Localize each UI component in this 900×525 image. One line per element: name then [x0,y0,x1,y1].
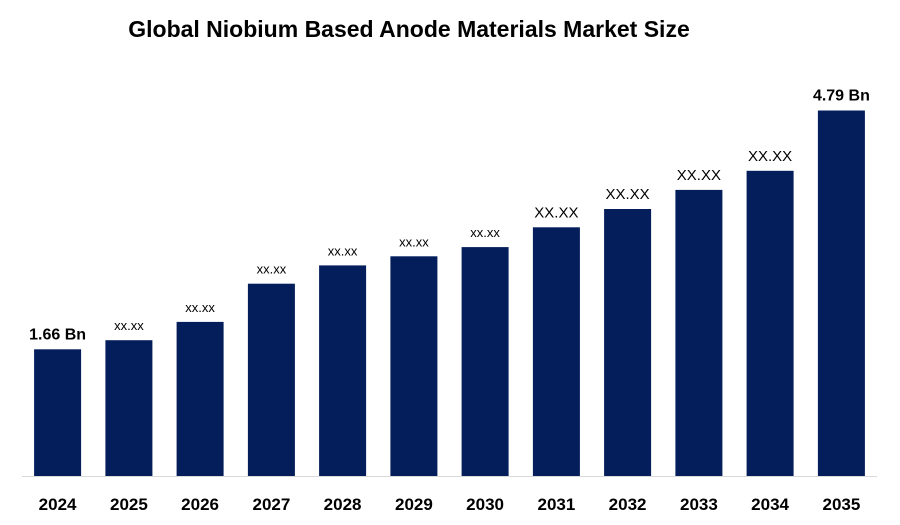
bar-2024 [34,349,82,476]
x-tick-label-2032: 2032 [609,495,647,514]
data-label-2030: xx.xx [470,225,500,240]
x-tick-label-2029: 2029 [395,495,433,514]
data-label-2026: xx.xx [185,300,215,315]
x-tick-label-2035: 2035 [822,495,860,514]
data-label-2033: XX.XX [677,167,721,184]
bar-2030 [461,247,509,476]
bar-2027 [247,283,295,476]
x-tick-label-2034: 2034 [751,495,789,514]
bar-2031 [532,227,580,476]
bar-2035 [817,110,865,476]
bar-2028 [319,265,367,476]
x-tick-label-2026: 2026 [181,495,219,514]
bar-2026 [176,321,224,476]
x-tick-label-2024: 2024 [39,495,77,514]
x-tick-label-2027: 2027 [252,495,290,514]
x-tick-label-2031: 2031 [537,495,575,514]
x-tick-label-2025: 2025 [110,495,148,514]
data-label-2032: XX.XX [606,186,650,203]
x-tick-label-2028: 2028 [324,495,362,514]
bar-2033 [675,189,723,476]
data-label-2029: xx.xx [399,234,429,249]
bar-2032 [604,209,652,476]
bar-2025 [105,340,153,476]
data-label-2028: xx.xx [328,243,358,258]
data-label-2025: xx.xx [114,318,144,333]
bar-2029 [390,256,438,476]
data-label-2031: XX.XX [534,204,578,221]
data-label-2027: xx.xx [257,262,287,277]
x-tick-label-2033: 2033 [680,495,718,514]
data-label-2034: XX.XX [748,148,792,165]
data-label-2024: 1.66 Bn [29,326,86,343]
bar-2034 [746,170,794,477]
data-label-2035: 4.79 Bn [813,88,870,105]
x-tick-label-2030: 2030 [466,495,504,514]
chart-title: Global Niobium Based Anode Materials Mar… [128,16,690,42]
